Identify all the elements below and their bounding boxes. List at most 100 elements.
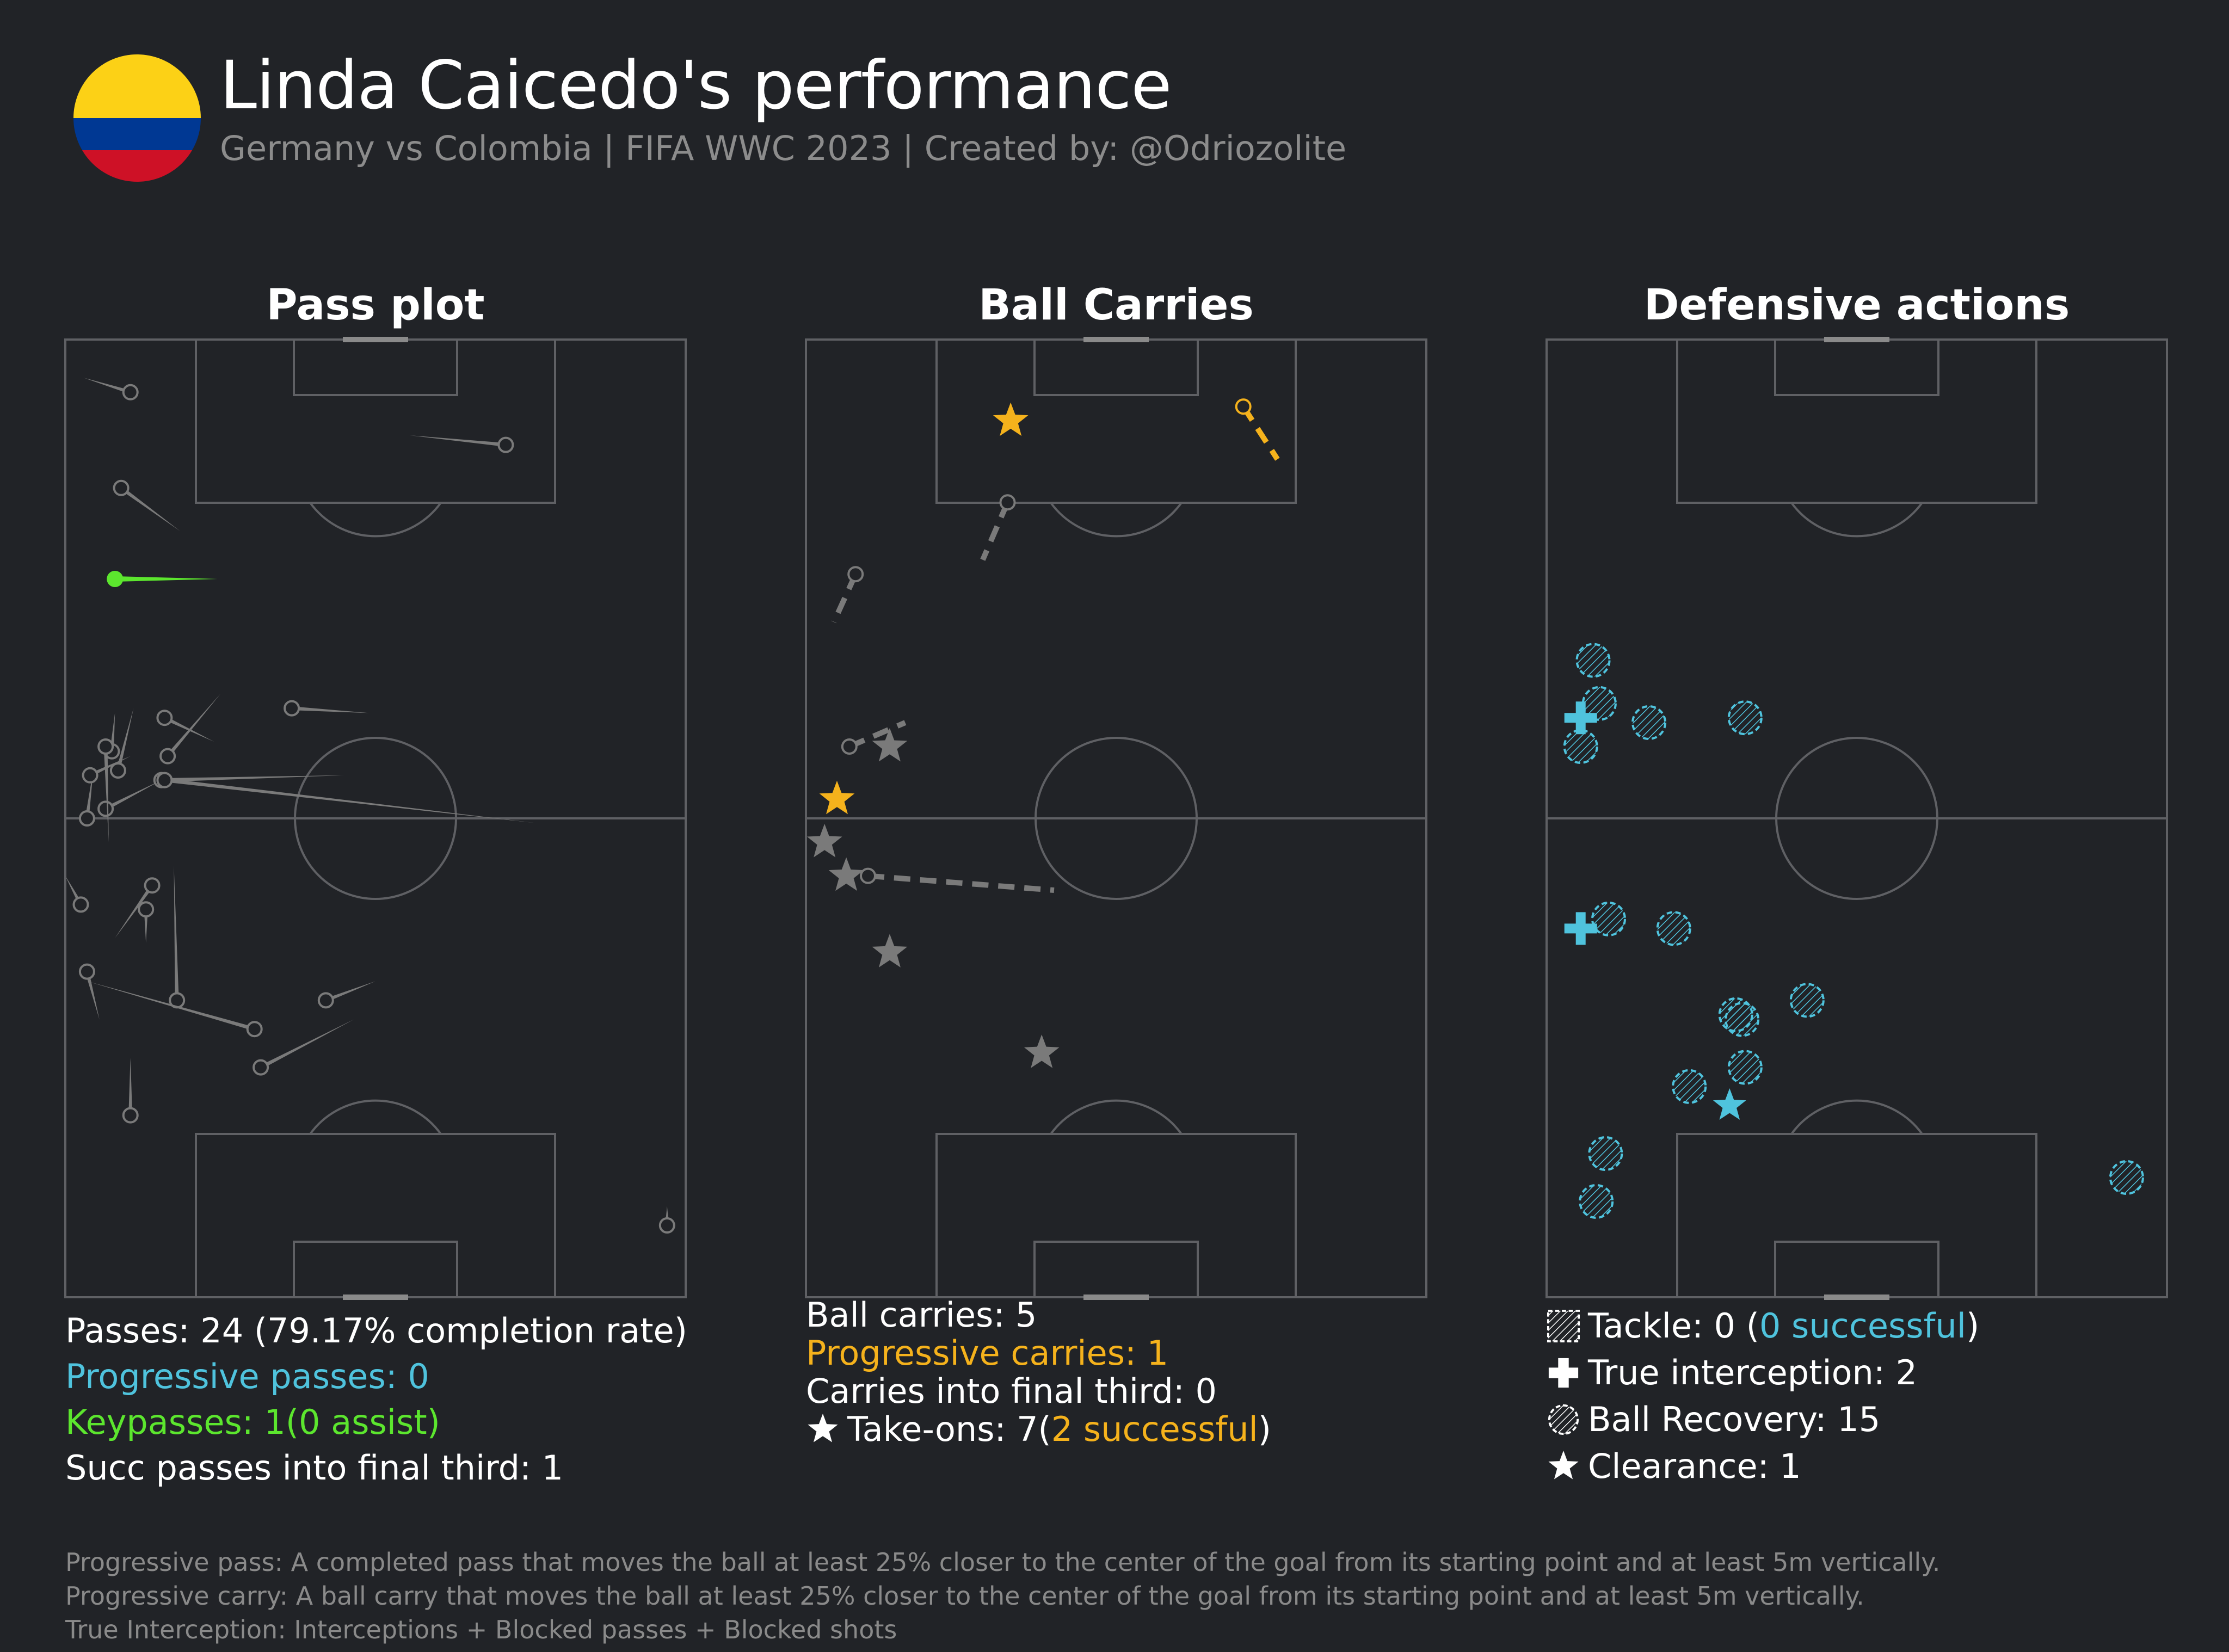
carry-marks xyxy=(806,398,1280,1068)
defensive-marks xyxy=(1563,643,2144,1219)
take-on-successful-star xyxy=(993,402,1029,436)
pitch-lines xyxy=(64,337,687,1300)
pass-line xyxy=(120,486,180,531)
stat-interceptions: True interception: 2 xyxy=(1547,1349,1979,1396)
stat-ball-recovery: Ball Recovery: 15 xyxy=(1547,1396,1979,1443)
pass-line xyxy=(164,778,537,823)
bottom-six-yard-box xyxy=(1774,1241,1939,1298)
pass-end-marker xyxy=(156,772,173,788)
progressive-carry-line-start xyxy=(1235,398,1252,415)
progressive-carry-line xyxy=(1241,405,1280,461)
pass-end-marker xyxy=(97,800,114,817)
stat-take-ons: Take-ons: 7(2 successful) xyxy=(806,1410,1271,1448)
ball-recovery-text: Ball Recovery: 15 xyxy=(1588,1400,1881,1439)
pass-end-marker xyxy=(97,738,114,755)
carry-line-start xyxy=(847,566,864,583)
footnote-progressive-pass: Progressive pass: A completed pass that … xyxy=(65,1548,1941,1577)
top-penalty-arc xyxy=(309,502,442,538)
ball-recovery-marker xyxy=(1591,901,1626,936)
bottom-penalty-arc xyxy=(1790,1099,1923,1135)
ball-recovery-marker xyxy=(1789,983,1825,1018)
take-on-unsuccessful-star xyxy=(872,728,908,762)
pass-line xyxy=(115,884,154,938)
top-six-yard-box xyxy=(1033,338,1199,396)
top-penalty-arc xyxy=(1790,502,1923,538)
ball-recovery-marker xyxy=(1588,1136,1623,1171)
take-on-unsuccessful-star xyxy=(828,857,864,891)
ball-recovery-marker xyxy=(1656,911,1691,946)
pass-end-marker xyxy=(113,479,130,496)
take-on-unsuccessful-star xyxy=(806,824,842,858)
pass-end-marker xyxy=(78,963,95,980)
pass-line xyxy=(89,756,131,777)
pass-line xyxy=(325,981,375,1002)
bottom-penalty-arc xyxy=(1050,1099,1183,1135)
clearance-marker xyxy=(1713,1088,1746,1120)
carry-line-start xyxy=(999,494,1016,511)
top-penalty-arc xyxy=(1050,502,1183,538)
tackles-suffix: ) xyxy=(1966,1306,1980,1346)
carry-line xyxy=(831,573,858,624)
keypass-line xyxy=(115,576,218,582)
pass-end-marker xyxy=(122,384,139,400)
stat-ball-carries: Ball carries: 5 xyxy=(806,1295,1037,1335)
pass-end-marker xyxy=(497,436,514,453)
interceptions-text: True interception: 2 xyxy=(1588,1353,1917,1392)
ball-carries-pitch xyxy=(805,337,1427,1300)
pass-line xyxy=(103,746,109,842)
carry-line xyxy=(980,501,1011,561)
ball-recovery-marker xyxy=(1725,1002,1760,1037)
pass-line xyxy=(84,378,131,394)
take-ons-successful: 2 successful xyxy=(1051,1409,1258,1449)
defensive-actions-title: Defensive actions xyxy=(1643,281,2070,330)
ball-recovery-marker xyxy=(1672,1069,1707,1104)
carry-line-start xyxy=(841,738,858,755)
stat-carries-final-third: Carries into final third: 0 xyxy=(806,1371,1217,1411)
bottom-penalty-box xyxy=(195,1133,556,1298)
pass-end-marker xyxy=(284,700,300,717)
carry-line xyxy=(867,873,1055,893)
tackles-prefix: Tackle: 0 ( xyxy=(1588,1306,1759,1346)
center-circle xyxy=(1035,737,1198,900)
pass-end-marker xyxy=(253,1059,269,1076)
top-six-yard-box xyxy=(293,338,458,396)
carry-stats: Ball carries: 5 Progressive carries: 1 C… xyxy=(806,1296,1271,1448)
top-penalty-box xyxy=(195,338,556,504)
stat-clearance: Clearance: 1 xyxy=(1547,1443,1979,1490)
pass-end-marker xyxy=(144,877,161,894)
top-penalty-box xyxy=(935,338,1297,504)
stat-passes: Passes: 24 (79.17% completion rate) xyxy=(65,1311,687,1351)
stat-final-third-passes: Succ passes into final third: 1 xyxy=(65,1448,564,1488)
pass-line xyxy=(163,716,214,742)
center-circle xyxy=(1775,737,1938,900)
tackles-successful: 0 successful xyxy=(1759,1306,1966,1346)
pass-line xyxy=(87,981,255,1031)
star-icon xyxy=(1548,1450,1579,1480)
hatched-circle-icon xyxy=(1548,1404,1579,1435)
ball-recovery-marker xyxy=(1727,700,1763,736)
pass-end-marker xyxy=(317,992,334,1009)
clearance-text: Clearance: 1 xyxy=(1588,1446,1801,1486)
take-ons-prefix: Take-ons: 7( xyxy=(847,1409,1051,1449)
interception-marker xyxy=(1564,912,1597,945)
bottom-penalty-arc xyxy=(309,1099,442,1135)
carry-line xyxy=(848,720,907,749)
ball-recovery-marker xyxy=(1631,705,1667,740)
pass-end-marker xyxy=(122,1107,139,1124)
pass-end-marker xyxy=(159,748,176,765)
ball-recovery-marker xyxy=(1727,1050,1763,1085)
ball-recovery-marker xyxy=(2109,1160,2144,1195)
pass-line xyxy=(144,909,148,943)
pass-line xyxy=(104,780,162,811)
center-circle xyxy=(294,737,457,900)
page-title: Linda Caicedo's performance xyxy=(220,47,1172,124)
pass-end-marker xyxy=(156,710,173,726)
pass-line xyxy=(166,694,220,757)
ball-recovery-marker xyxy=(1563,729,1598,764)
pass-line xyxy=(128,1058,133,1115)
stat-tackles: Tackle: 0 (0 successful) xyxy=(1547,1303,1979,1349)
bottom-six-yard-box xyxy=(1033,1241,1199,1298)
take-on-unsuccessful-star xyxy=(872,934,908,967)
stat-keypasses: Keypasses: 1(0 assist) xyxy=(65,1402,440,1442)
footnotes: Progressive pass: A completed pass that … xyxy=(65,1545,1940,1647)
